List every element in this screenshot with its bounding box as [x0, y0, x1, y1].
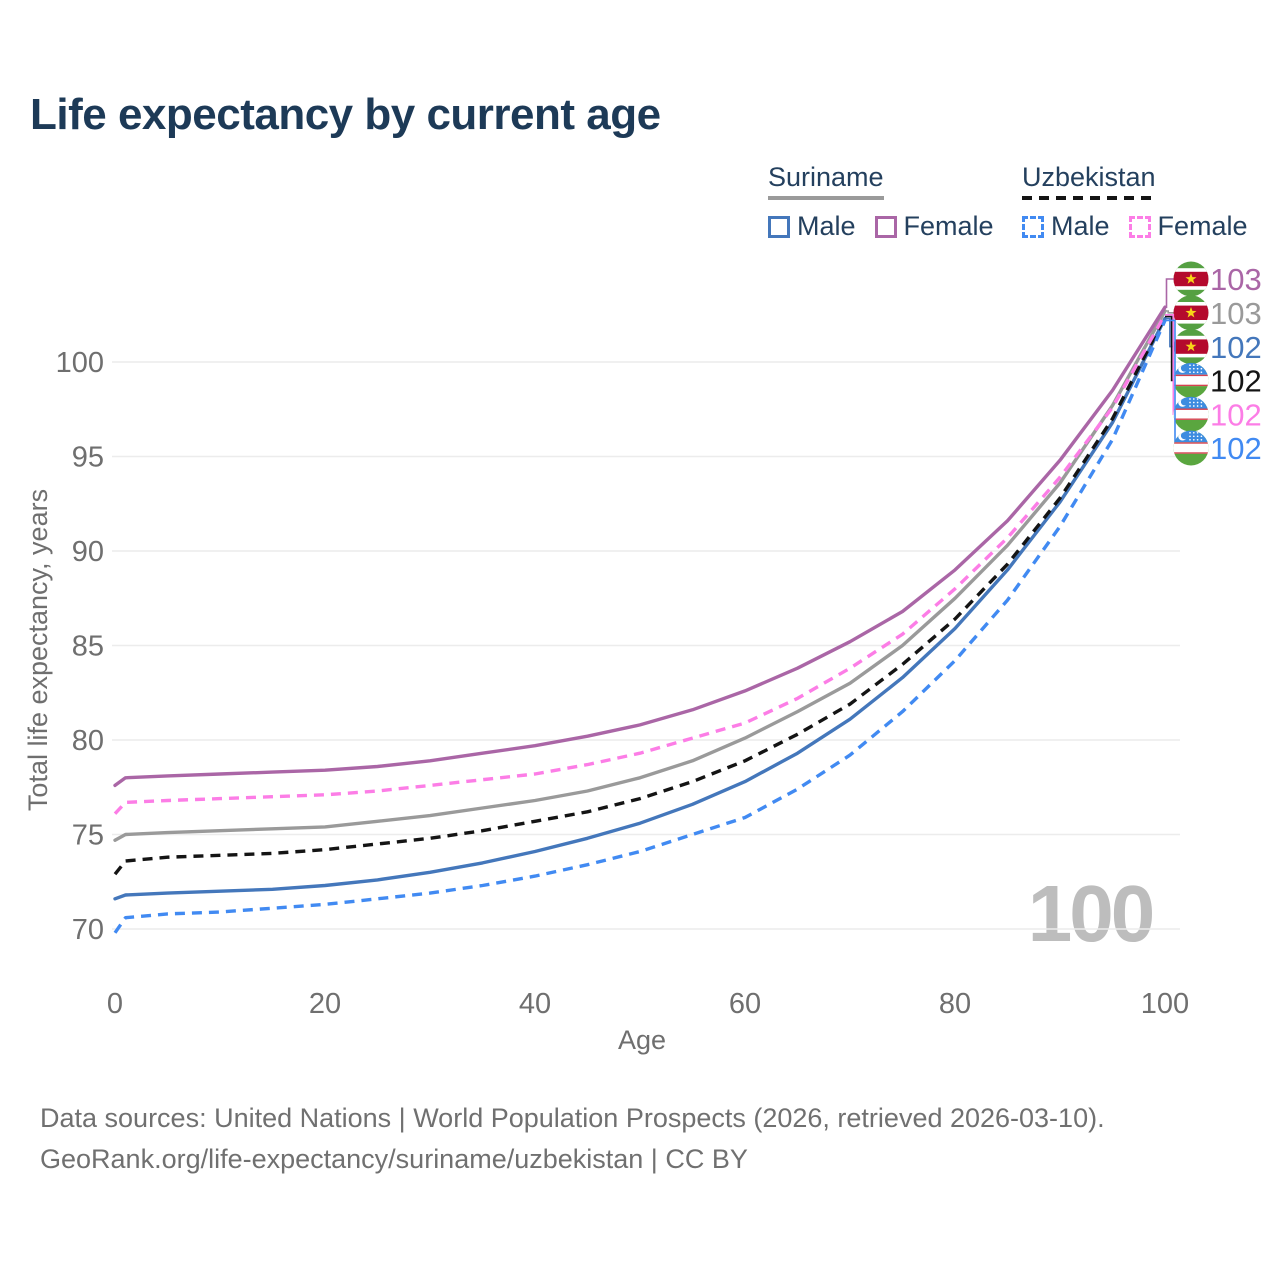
series-line-uzbekistan-total [113, 315, 1167, 876]
suriname-female-swatch-icon [874, 215, 897, 238]
y-tick-label-75: 75 [72, 820, 104, 852]
series-line-suriname-female [113, 305, 1167, 788]
legend-item-suriname-female[interactable]: Female [874, 211, 994, 242]
x-tick-label-80: 80 [939, 988, 971, 1020]
x-tick-label-20: 20 [309, 988, 341, 1020]
page-title: Life expectancy by current age [30, 90, 661, 139]
y-tick-label-100: 100 [56, 347, 104, 379]
series-line-suriname-total [113, 309, 1167, 842]
end-value-suriname-total: 103 [1210, 296, 1262, 331]
legend-group-uzbekistan: Uzbekistan Male Female [1022, 162, 1272, 242]
end-value-uzbekistan-female: 102 [1210, 397, 1262, 432]
suriname-flag-icon [1173, 261, 1209, 297]
end-value-uzbekistan-male: 102 [1210, 431, 1262, 466]
legend-label: Female [903, 211, 994, 241]
footer: Data sources: United Nations | World Pop… [40, 1098, 1105, 1179]
y-tick-label-85: 85 [72, 631, 104, 663]
legend-country-suriname: Suriname [768, 162, 884, 192]
legend-item-suriname-male[interactable]: Male [768, 211, 856, 242]
uzbekistan-female-swatch-icon [1128, 215, 1151, 238]
legend-underline-uzbekistan-dashed [1022, 196, 1156, 200]
suriname-flag-icon [1173, 295, 1209, 331]
legend-group-suriname: Suriname Male Female [768, 162, 1018, 242]
uzbekistan-flag-icon [1173, 430, 1209, 466]
footer-attribution: GeoRank.org/life-expectancy/suriname/uzb… [40, 1143, 748, 1174]
x-tick-label-40: 40 [519, 988, 551, 1020]
uzbekistan-flag-icon [1173, 362, 1209, 398]
x-axis-title: Age [618, 1025, 666, 1055]
x-axis-tick-labels: 0 20 40 60 80 100 [107, 988, 1189, 1020]
x-tick-label-60: 60 [729, 988, 761, 1020]
suriname-male-swatch-icon [768, 215, 790, 238]
end-value-uzbekistan-total: 102 [1210, 364, 1262, 399]
label-leader-line-suriname-total [1165, 310, 1174, 314]
legend-label: Male [1051, 211, 1110, 241]
y-tick-label-80: 80 [72, 725, 104, 757]
label-leader-line-suriname-female [1165, 278, 1174, 308]
series-line-suriname-male [113, 316, 1167, 901]
y-tick-label-95: 95 [72, 442, 104, 474]
y-axis-title: Total life expectancy, years [23, 489, 53, 811]
gridlines [112, 361, 1180, 930]
end-value-suriname-male: 102 [1210, 330, 1262, 365]
series-line-uzbekistan-female [113, 313, 1167, 815]
y-tick-label-90: 90 [72, 536, 104, 568]
y-axis-tick-labels: 70 75 80 85 90 95 100 [56, 347, 104, 946]
series-lines [113, 305, 1167, 934]
legend-label: Male [797, 211, 856, 241]
uzbekistan-flag-icon [1173, 396, 1209, 432]
end-value-suriname-female: 103 [1210, 262, 1262, 297]
x-tick-label-0: 0 [107, 988, 123, 1020]
age-watermark: 100 [1027, 869, 1155, 958]
y-tick-label-70: 70 [72, 914, 104, 946]
suriname-flag-icon [1173, 329, 1209, 365]
legend-country-uzbekistan: Uzbekistan [1022, 162, 1156, 192]
uzbekistan-male-swatch-icon [1022, 215, 1044, 238]
footer-data-sources: Data sources: United Nations | World Pop… [40, 1103, 1105, 1133]
x-tick-label-100: 100 [1141, 988, 1189, 1020]
series-line-uzbekistan-male [113, 319, 1167, 934]
legend-underline-suriname-solid [768, 196, 884, 200]
legend-item-uzbekistan-male[interactable]: Male [1022, 211, 1110, 242]
legend-item-uzbekistan-female[interactable]: Female [1128, 211, 1248, 242]
legend-label: Female [1157, 211, 1248, 241]
